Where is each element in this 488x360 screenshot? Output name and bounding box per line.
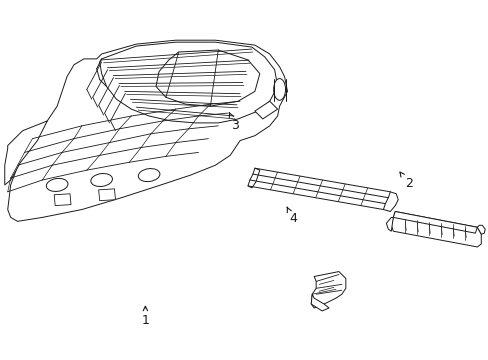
Polygon shape (476, 225, 484, 234)
Ellipse shape (273, 78, 285, 100)
Polygon shape (156, 50, 259, 106)
Polygon shape (390, 212, 480, 247)
Polygon shape (310, 271, 345, 308)
Text: 4: 4 (286, 207, 296, 225)
Polygon shape (254, 101, 277, 119)
Text: 2: 2 (399, 172, 412, 190)
Polygon shape (54, 194, 71, 206)
Text: 1: 1 (141, 306, 149, 327)
Polygon shape (247, 168, 259, 188)
Ellipse shape (91, 174, 112, 186)
Ellipse shape (46, 179, 68, 192)
Polygon shape (392, 212, 476, 233)
Polygon shape (386, 217, 392, 231)
Polygon shape (310, 294, 328, 311)
Ellipse shape (138, 168, 160, 181)
Text: 3: 3 (229, 113, 238, 131)
Polygon shape (5, 121, 47, 185)
Polygon shape (100, 42, 277, 123)
Polygon shape (383, 192, 397, 212)
Polygon shape (8, 40, 287, 221)
Polygon shape (99, 189, 115, 201)
